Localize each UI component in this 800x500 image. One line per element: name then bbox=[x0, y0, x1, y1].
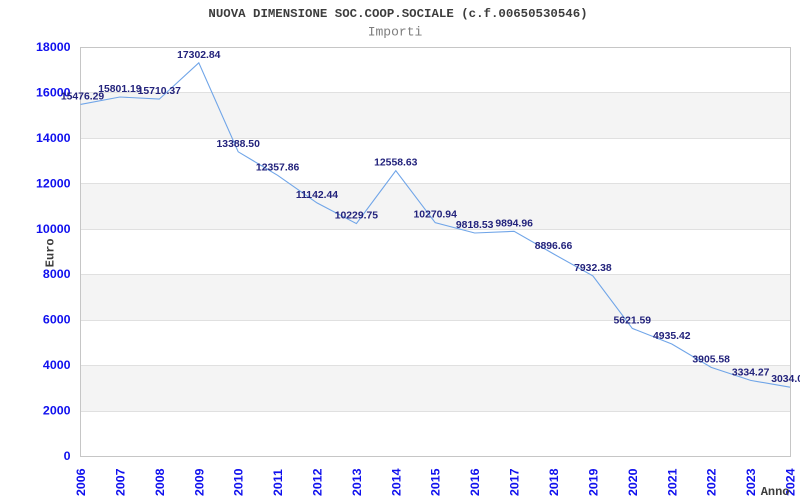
svg-text:10270.94: 10270.94 bbox=[414, 210, 458, 221]
svg-text:2024: 2024 bbox=[784, 468, 798, 496]
svg-text:0: 0 bbox=[64, 449, 71, 463]
svg-text:2014: 2014 bbox=[389, 468, 403, 496]
svg-text:2017: 2017 bbox=[508, 468, 522, 496]
svg-text:17302.84: 17302.84 bbox=[177, 50, 221, 61]
svg-text:12000: 12000 bbox=[36, 176, 71, 190]
svg-text:13388.50: 13388.50 bbox=[217, 139, 261, 150]
svg-text:7932.38: 7932.38 bbox=[574, 263, 612, 274]
svg-text:2020: 2020 bbox=[626, 468, 640, 496]
svg-text:Anno: Anno bbox=[761, 485, 790, 499]
svg-text:8896.66: 8896.66 bbox=[535, 241, 573, 252]
svg-text:6000: 6000 bbox=[43, 313, 71, 327]
svg-text:2013: 2013 bbox=[350, 468, 364, 496]
svg-text:2010: 2010 bbox=[232, 468, 246, 496]
svg-text:8000: 8000 bbox=[43, 267, 71, 281]
svg-text:12558.63: 12558.63 bbox=[374, 158, 418, 169]
svg-text:18000: 18000 bbox=[36, 40, 71, 54]
svg-text:12357.86: 12357.86 bbox=[256, 162, 300, 173]
svg-text:2021: 2021 bbox=[665, 468, 679, 496]
svg-text:2011: 2011 bbox=[271, 469, 285, 496]
svg-text:2009: 2009 bbox=[192, 468, 206, 496]
svg-text:11142.44: 11142.44 bbox=[296, 190, 338, 201]
svg-text:15801.19: 15801.19 bbox=[98, 84, 142, 95]
svg-text:2015: 2015 bbox=[429, 468, 443, 496]
svg-text:2019: 2019 bbox=[586, 468, 600, 496]
svg-text:14000: 14000 bbox=[36, 131, 71, 145]
svg-text:3334.27: 3334.27 bbox=[732, 367, 770, 378]
svg-text:2012: 2012 bbox=[311, 468, 325, 496]
svg-text:3034.08: 3034.08 bbox=[771, 374, 800, 385]
svg-text:4935.42: 4935.42 bbox=[653, 331, 691, 342]
svg-text:NUOVA DIMENSIONE SOC.COOP.SOCI: NUOVA DIMENSIONE SOC.COOP.SOCIALE (c.f.0… bbox=[208, 7, 587, 21]
svg-text:2018: 2018 bbox=[547, 468, 561, 496]
svg-text:15710.37: 15710.37 bbox=[138, 86, 182, 97]
svg-text:9894.96: 9894.96 bbox=[495, 218, 533, 229]
svg-text:2023: 2023 bbox=[744, 468, 758, 496]
svg-text:16000: 16000 bbox=[36, 85, 71, 99]
svg-text:2006: 2006 bbox=[74, 468, 88, 496]
svg-text:2000: 2000 bbox=[43, 404, 71, 418]
svg-text:5621.59: 5621.59 bbox=[614, 315, 652, 326]
svg-text:10000: 10000 bbox=[36, 222, 71, 236]
svg-text:4000: 4000 bbox=[43, 358, 71, 372]
svg-text:3905.58: 3905.58 bbox=[692, 354, 730, 365]
svg-text:Importi: Importi bbox=[368, 25, 423, 40]
svg-text:15476.29: 15476.29 bbox=[61, 91, 105, 102]
svg-text:9818.53: 9818.53 bbox=[456, 220, 494, 231]
svg-text:2007: 2007 bbox=[113, 468, 127, 496]
svg-text:Euro: Euro bbox=[44, 238, 58, 267]
svg-text:10229.75: 10229.75 bbox=[335, 211, 379, 222]
svg-text:2008: 2008 bbox=[153, 468, 167, 496]
svg-text:2022: 2022 bbox=[705, 468, 719, 496]
svg-text:2016: 2016 bbox=[468, 468, 482, 496]
